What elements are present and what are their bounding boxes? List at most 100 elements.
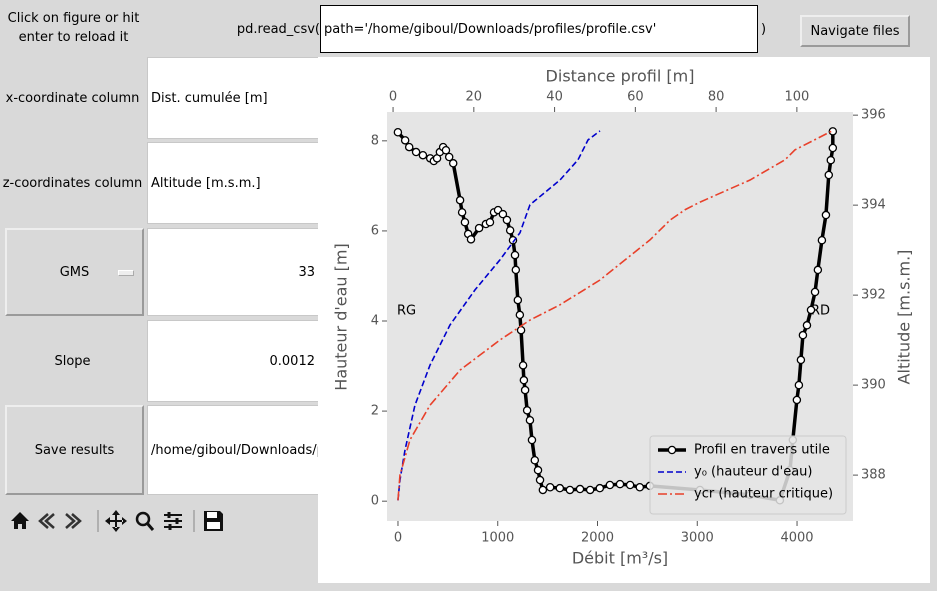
legend: Profil en travers utile y₀ (hauteur d'eau… xyxy=(649,435,847,515)
series-marker xyxy=(615,479,625,489)
y2-axis-label: Altitude [m.s.m.] xyxy=(895,250,914,385)
field-label: Slope xyxy=(54,353,91,369)
config-icon[interactable] xyxy=(164,514,182,528)
series-marker xyxy=(821,210,831,220)
series-marker xyxy=(792,395,802,405)
zoom-icon[interactable] xyxy=(135,511,151,527)
series-marker xyxy=(418,150,428,160)
series-marker xyxy=(555,483,565,493)
x-tick-label: 0 xyxy=(394,531,402,546)
series-line xyxy=(397,130,601,501)
series-marker xyxy=(520,385,530,395)
series-line xyxy=(397,130,833,501)
series-marker xyxy=(530,456,540,465)
series-marker xyxy=(404,142,414,152)
y2-tick-label: 390 xyxy=(861,378,886,393)
x2-tick-label: 100 xyxy=(784,90,809,105)
series-marker xyxy=(511,265,521,275)
series-marker xyxy=(518,361,528,370)
x-tick-label: 3000 xyxy=(681,531,714,546)
field-input[interactable]: Dist. cumulée [m] xyxy=(147,57,319,139)
series-marker xyxy=(522,406,532,415)
forward-icon[interactable] xyxy=(65,513,82,529)
y2-tick-label: 394 xyxy=(861,198,886,213)
read-csv-prefix: pd.read_csv( xyxy=(236,22,320,37)
config-knobs xyxy=(167,512,179,530)
series-marker xyxy=(460,217,470,227)
field-input[interactable]: 0.0012 xyxy=(147,320,319,402)
indicator xyxy=(118,270,134,276)
series-marker xyxy=(535,475,545,485)
navigate-button[interactable]: Navigate files xyxy=(800,15,910,47)
legend-box xyxy=(649,435,847,515)
save-button[interactable]: Save results xyxy=(5,405,144,495)
button-label: GMS xyxy=(59,264,90,280)
field-input[interactable]: /home/giboul/Downloads/p xyxy=(147,405,319,495)
back-icon[interactable] xyxy=(38,513,55,529)
series-marker xyxy=(565,485,575,495)
y2-tick-label: 392 xyxy=(861,288,886,303)
series-marker xyxy=(802,321,812,330)
x-axis-label: Débit [m³/s] xyxy=(572,549,668,568)
series-marker xyxy=(448,159,458,168)
series-marker xyxy=(810,287,820,297)
series-marker xyxy=(400,136,410,145)
read-csv-suffix: ) xyxy=(761,22,767,37)
path-input[interactable]: path='/home/giboul/Downloads/profiles/pr… xyxy=(320,5,758,53)
series-marker xyxy=(525,415,535,425)
series-marker xyxy=(625,480,635,490)
series-marker xyxy=(826,155,836,165)
annotation: RG xyxy=(397,304,416,319)
series-marker xyxy=(824,170,834,180)
series-marker xyxy=(828,143,838,153)
series-marker xyxy=(466,235,476,244)
field-label: x-coordinate column xyxy=(5,90,140,106)
series-marker xyxy=(533,465,543,475)
series-marker xyxy=(498,209,508,219)
series-marker xyxy=(393,127,403,137)
pan-icon[interactable] xyxy=(105,510,127,532)
field-input[interactable]: 33 xyxy=(147,228,319,316)
series-marker xyxy=(796,355,806,365)
y-axis-label: Hauteur d'eau [m] xyxy=(332,243,351,390)
series-marker xyxy=(575,484,585,494)
legend-marker xyxy=(667,445,677,455)
x2-tick-label: 0 xyxy=(389,90,397,105)
series-marker xyxy=(817,235,827,245)
x2-tick-label: 80 xyxy=(708,90,725,105)
legend-label: Profil en travers utile xyxy=(694,443,830,458)
y-tick-label: 0 xyxy=(371,494,379,509)
series-marker xyxy=(519,375,529,385)
save-icon-slot xyxy=(207,522,220,529)
series-marker xyxy=(505,226,515,235)
reload-hint: Click on figure or hit enter to reload i… xyxy=(7,10,140,45)
gms-button[interactable]: GMS xyxy=(5,228,144,316)
zoom-handle xyxy=(145,522,155,531)
series-marker xyxy=(455,195,465,205)
series-marker xyxy=(457,208,467,217)
annotation: RD xyxy=(811,304,830,319)
series-marker xyxy=(595,483,605,493)
series-marker xyxy=(538,485,548,495)
series-marker xyxy=(516,325,526,335)
series-marker xyxy=(605,480,615,490)
y2-tick-label: 396 xyxy=(861,108,886,123)
x2-axis-label: Distance profil [m] xyxy=(546,67,695,86)
x2-tick-label: 60 xyxy=(627,90,644,105)
toolbar xyxy=(11,510,223,532)
home-icon[interactable] xyxy=(11,512,29,529)
series-marker xyxy=(813,265,823,275)
series-marker xyxy=(411,147,421,157)
chart[interactable]: Débit [m³/s] Distance profil [m] Hauteur… xyxy=(318,57,930,583)
series-marker xyxy=(585,485,595,495)
series-marker xyxy=(474,223,484,233)
series-marker xyxy=(545,483,555,492)
y-tick-label: 8 xyxy=(371,133,379,148)
y-tick-label: 6 xyxy=(371,223,379,238)
field-input[interactable]: Altitude [m.s.m.] xyxy=(147,142,319,224)
x-tick-label: 4000 xyxy=(780,531,813,546)
x-tick-label: 2000 xyxy=(581,531,614,546)
y2-tick-label: 388 xyxy=(861,468,886,483)
series-marker xyxy=(515,310,525,320)
